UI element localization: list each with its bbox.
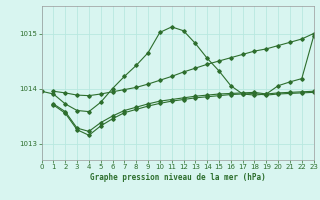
X-axis label: Graphe pression niveau de la mer (hPa): Graphe pression niveau de la mer (hPa) — [90, 173, 266, 182]
